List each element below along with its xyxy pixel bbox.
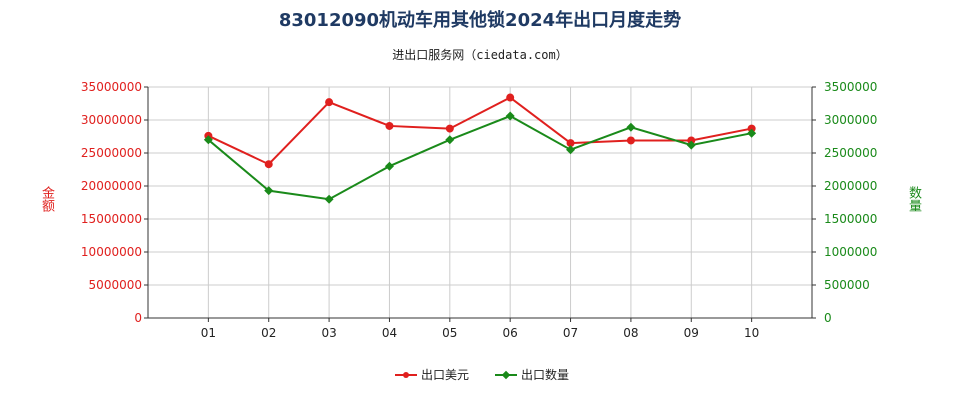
left-tick-label: 25000000 — [81, 146, 142, 160]
left-axis-label: 金额 — [39, 186, 54, 212]
data-point-qty — [626, 122, 636, 132]
x-tick-label: 07 — [563, 326, 578, 340]
right-tick-label: 3000000 — [824, 113, 877, 127]
left-tick-label: 15000000 — [81, 212, 142, 226]
legend-item-usd[interactable]: 出口美元 — [395, 366, 469, 383]
data-point-qty — [324, 194, 334, 204]
left-tick-label: 30000000 — [81, 113, 142, 127]
data-point-qty — [505, 111, 515, 121]
right-axis-label: 数量 — [906, 186, 921, 212]
right-tick-label: 2500000 — [824, 146, 877, 160]
data-point-usd — [325, 98, 334, 107]
right-tick-label: 500000 — [824, 278, 870, 292]
x-tick-label: 03 — [321, 326, 336, 340]
right-tick-label: 0 — [824, 311, 832, 325]
data-point-usd — [445, 124, 454, 133]
data-point-usd — [385, 121, 394, 130]
data-point-usd — [747, 124, 756, 133]
legend: 出口美元 出口数量 — [395, 366, 569, 383]
right-tick-label: 1000000 — [824, 245, 877, 259]
chart-title: 83012090机动车用其他锁2024年出口月度走势 — [278, 10, 682, 31]
legend-label-usd: 出口美元 — [421, 368, 470, 382]
data-point-qty — [264, 186, 274, 196]
left-tick-label: 35000000 — [81, 80, 142, 94]
series-line-usd — [207, 96, 752, 166]
x-tick-label: 08 — [623, 326, 638, 340]
right-tick-label: 1500000 — [824, 212, 877, 226]
left-tick-label: 20000000 — [81, 179, 142, 193]
x-tick-label: 10 — [744, 326, 759, 340]
x-tick-label: 01 — [201, 326, 216, 340]
legend-item-qty[interactable]: 出口数量 — [495, 366, 569, 383]
left-tick-label: 0 — [134, 311, 142, 325]
left-tick-label: 5000000 — [89, 278, 142, 292]
data-point-qty — [384, 161, 394, 171]
x-tick-label: 02 — [261, 326, 276, 340]
x-tick-label: 04 — [382, 326, 397, 340]
data-point-usd — [506, 93, 515, 102]
data-point-usd — [264, 160, 273, 169]
x-tick-label: 09 — [684, 326, 699, 340]
data-point-qty — [203, 135, 213, 145]
legend-swatch-usd — [395, 370, 417, 380]
data-point-qty — [747, 128, 757, 138]
data-point-qty — [566, 145, 576, 155]
left-tick-label: 10000000 — [81, 245, 142, 259]
x-tick-label: 05 — [442, 326, 457, 340]
legend-swatch-qty — [495, 370, 518, 380]
legend-label-qty: 出口数量 — [521, 368, 570, 382]
data-point-usd — [626, 136, 635, 145]
data-point-qty — [686, 140, 696, 150]
x-tick-label: 06 — [503, 326, 518, 340]
right-tick-label: 3500000 — [824, 80, 877, 94]
data-point-usd — [566, 139, 575, 148]
data-point-qty — [445, 135, 455, 145]
series-line-qty — [207, 114, 752, 201]
right-tick-label: 2000000 — [824, 179, 877, 193]
data-point-usd — [687, 136, 696, 145]
chart-subtitle: 进出口服务网（ciedata.com） — [392, 48, 568, 62]
